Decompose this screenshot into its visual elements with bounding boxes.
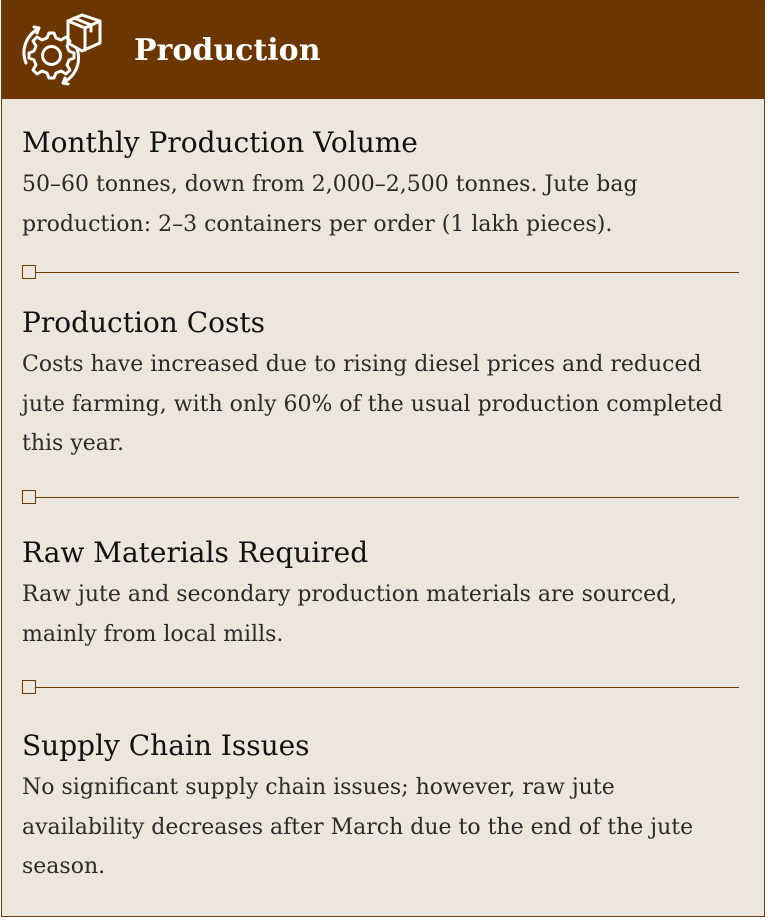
- card-header: Production: [2, 1, 764, 99]
- section-raw-materials-required: Raw Materials Required Raw jute and seco…: [22, 536, 742, 654]
- divider-square-icon: [22, 680, 36, 694]
- section-monthly-production-volume: Monthly Production Volume 50–60 tonnes, …: [22, 126, 742, 244]
- divider-square-icon: [22, 490, 36, 504]
- section-divider: [22, 680, 739, 694]
- divider-line: [22, 272, 739, 273]
- divider-square-icon: [22, 265, 36, 279]
- section-body: No significant supply chain issues; howe…: [22, 775, 694, 879]
- section-divider: [22, 490, 739, 504]
- section-title: Monthly Production Volume: [22, 126, 418, 159]
- divider-line: [22, 687, 739, 688]
- section-title: Supply Chain Issues: [22, 729, 310, 762]
- divider-line: [22, 497, 739, 498]
- section-supply-chain-issues: Supply Chain Issues No significant suppl…: [22, 729, 742, 887]
- gear-with-box-icon: [22, 13, 102, 86]
- section-production-costs: Production Costs Costs have increased du…: [22, 306, 742, 464]
- section-divider: [22, 265, 739, 279]
- section-title: Production Costs: [22, 306, 265, 339]
- section-body: Costs have increased due to rising diese…: [22, 352, 723, 456]
- card-title: Production: [134, 33, 321, 68]
- section-title: Raw Materials Required: [22, 536, 369, 569]
- section-body: 50–60 tonnes, down from 2,000–2,500 tonn…: [22, 172, 638, 237]
- section-body: Raw jute and secondary production materi…: [22, 582, 678, 647]
